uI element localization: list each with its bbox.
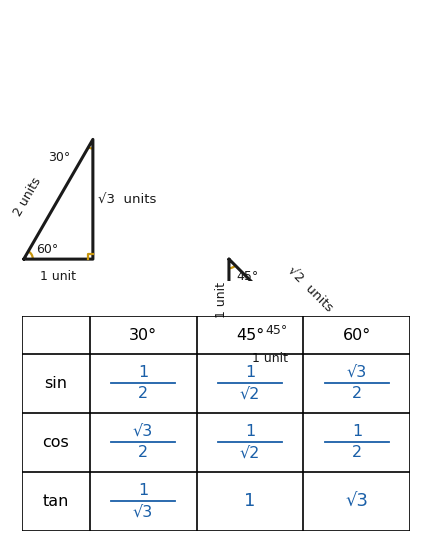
Text: 2: 2 — [352, 445, 362, 460]
Text: 2: 2 — [138, 386, 148, 401]
Text: √3: √3 — [133, 504, 153, 519]
Text: 1: 1 — [138, 365, 148, 380]
Text: √2  units: √2 units — [285, 264, 336, 315]
Text: 1: 1 — [245, 424, 255, 439]
Text: √3: √3 — [133, 424, 153, 439]
Text: 60°: 60° — [343, 327, 371, 343]
Text: √2: √2 — [240, 445, 260, 460]
Text: 1: 1 — [245, 492, 256, 510]
Text: 2 units: 2 units — [11, 175, 44, 219]
Text: √3: √3 — [347, 365, 367, 380]
Text: cos: cos — [42, 435, 69, 450]
Text: tan: tan — [42, 494, 69, 509]
Text: 45°: 45° — [236, 270, 259, 283]
Text: 1: 1 — [352, 424, 362, 439]
Text: 1 unit: 1 unit — [215, 282, 228, 318]
Text: 45°: 45° — [265, 324, 287, 337]
Text: 45°: 45° — [236, 327, 264, 343]
Text: 30°: 30° — [48, 152, 70, 165]
Text: √3  units: √3 units — [98, 193, 156, 206]
Text: 60°: 60° — [36, 243, 58, 256]
Text: 1 unit: 1 unit — [40, 270, 76, 283]
Text: √2: √2 — [240, 386, 260, 401]
Text: √3: √3 — [346, 492, 368, 510]
Text: sin: sin — [44, 376, 67, 391]
Text: 1 unit: 1 unit — [252, 352, 288, 365]
Text: 2: 2 — [138, 445, 148, 460]
Text: 1: 1 — [245, 365, 255, 380]
Text: 30°: 30° — [129, 327, 157, 343]
Text: 2: 2 — [352, 386, 362, 401]
Text: 1: 1 — [138, 483, 148, 498]
